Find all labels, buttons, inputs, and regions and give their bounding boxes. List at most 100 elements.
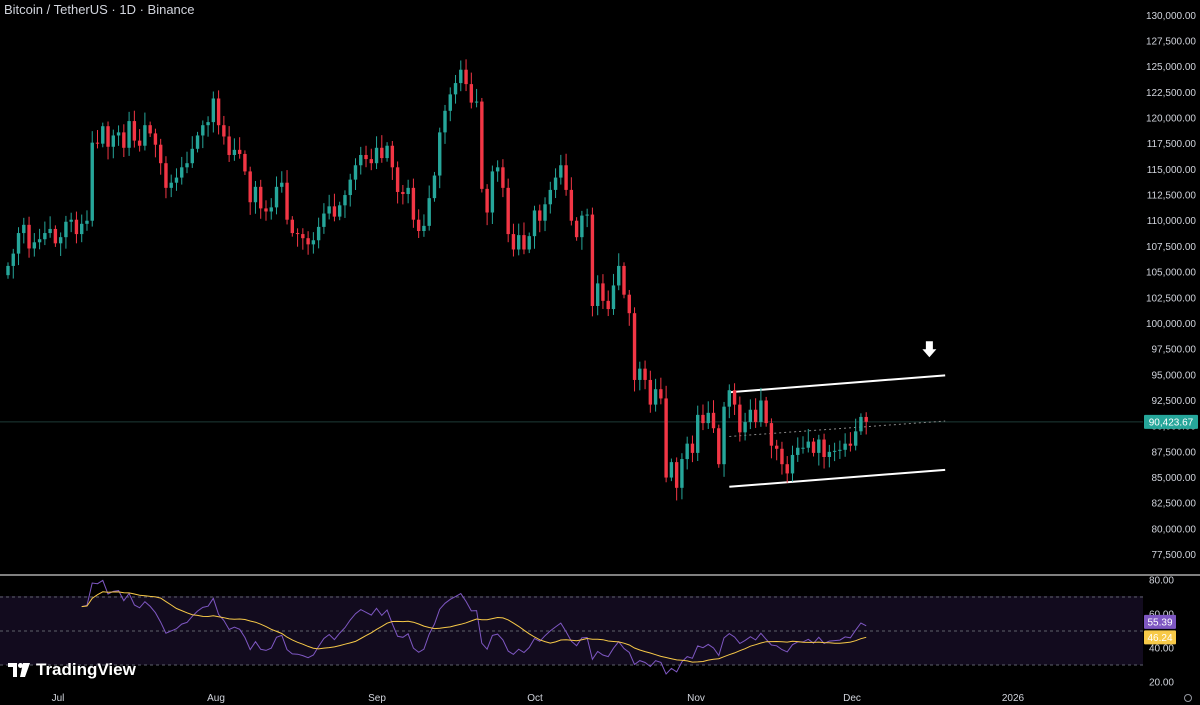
candle-body xyxy=(259,186,263,209)
price-tick-label: 92,500.00 xyxy=(1152,396,1197,407)
candle-body xyxy=(411,187,416,220)
candlestick-series xyxy=(6,59,868,501)
candle-body xyxy=(732,390,737,405)
candle-body xyxy=(80,223,84,235)
candle-body xyxy=(222,125,226,137)
candle-body xyxy=(811,441,816,453)
candle-body xyxy=(32,242,37,249)
candle-body xyxy=(90,142,94,221)
candle-body xyxy=(237,149,242,154)
candle-body xyxy=(822,439,826,457)
price-tick-label: 125,000.00 xyxy=(1146,62,1196,73)
price-tick-label: 120,000.00 xyxy=(1146,114,1196,125)
candle-body xyxy=(548,189,552,205)
price-tick-label: 127,500.00 xyxy=(1146,36,1196,47)
candle-body xyxy=(143,125,147,146)
candle-body xyxy=(101,126,105,144)
candle-body xyxy=(306,238,310,245)
price-tick-label: 82,500.00 xyxy=(1152,499,1197,510)
rsi-pane xyxy=(0,579,1143,675)
candle-body xyxy=(717,428,721,465)
candle-body xyxy=(22,224,26,234)
time-tick-label: Oct xyxy=(527,693,543,704)
candle-body xyxy=(401,191,405,195)
tradingview-logo-icon xyxy=(8,663,30,677)
settings-gear-icon[interactable] xyxy=(1184,694,1192,702)
candle-body xyxy=(853,431,858,446)
candle-body xyxy=(427,198,431,226)
price-tick-label: 87,500.00 xyxy=(1152,447,1197,458)
candle-body xyxy=(669,462,674,478)
rsi-line xyxy=(81,579,867,675)
tradingview-logo: TradingView xyxy=(8,660,136,680)
channel-trendline[interactable] xyxy=(729,468,946,488)
candle-body xyxy=(601,283,605,301)
candle-body xyxy=(295,233,300,235)
candle-body xyxy=(385,145,389,159)
candle-body xyxy=(174,177,179,183)
candle-body xyxy=(738,404,742,433)
candle-body xyxy=(722,406,726,465)
candle-body xyxy=(169,182,173,188)
candle-body xyxy=(253,186,258,203)
candle-body xyxy=(832,450,837,452)
candle-body xyxy=(459,69,463,84)
candle-body xyxy=(406,187,410,195)
candle-body xyxy=(595,283,600,306)
price-tick-label: 110,000.00 xyxy=(1147,216,1197,227)
candle-body xyxy=(201,125,205,136)
drawing-annotations xyxy=(729,341,946,488)
candle-body xyxy=(64,221,68,238)
candle-body xyxy=(753,409,758,423)
candle-body xyxy=(574,220,579,238)
channel-trendline[interactable] xyxy=(729,374,946,394)
candle-body xyxy=(353,165,358,180)
candle-body xyxy=(6,265,10,276)
candle-body xyxy=(137,140,142,146)
candle-body xyxy=(485,188,489,213)
last-price-badge-bg xyxy=(1144,414,1198,429)
candle-body xyxy=(364,154,368,160)
price-tick-label: 102,500.00 xyxy=(1146,293,1196,304)
channel-midline[interactable] xyxy=(729,420,946,437)
candle-body xyxy=(569,189,574,221)
candle-body xyxy=(37,239,42,243)
candle-body xyxy=(316,226,321,241)
candle-body xyxy=(827,451,832,457)
time-tick-label: Sep xyxy=(368,693,386,704)
candle-body xyxy=(264,208,268,212)
time-axis[interactable]: Jul Aug Sep Oct Nov Dec 2026 xyxy=(52,693,1025,704)
candle-body xyxy=(122,132,126,148)
candle-body xyxy=(280,182,284,187)
candle-body xyxy=(696,414,700,453)
price-tick-label: 112,500.00 xyxy=(1147,191,1197,202)
candle-body xyxy=(343,195,347,206)
rsi-ma-line xyxy=(81,591,867,663)
candle-body xyxy=(285,182,289,220)
candle-body xyxy=(243,153,247,172)
candle-body xyxy=(506,187,510,235)
rsi-tick-label: 20.00 xyxy=(1149,678,1174,689)
arrow-down-icon[interactable] xyxy=(922,341,937,358)
rsi-tick-label: 80.00 xyxy=(1149,576,1174,587)
candle-body xyxy=(153,133,158,145)
candle-body xyxy=(438,132,442,176)
candle-body xyxy=(553,177,558,190)
candle-body xyxy=(843,443,847,450)
candle-body xyxy=(532,210,537,237)
candle-body xyxy=(464,69,468,85)
candle-body xyxy=(522,235,526,250)
candle-body xyxy=(617,265,621,286)
candle-body xyxy=(769,423,774,446)
time-tick-label: Aug xyxy=(207,693,225,704)
candle-body xyxy=(327,206,331,214)
price-tick-label: 95,000.00 xyxy=(1152,370,1197,381)
candle-body xyxy=(148,125,152,134)
candle-body xyxy=(527,236,531,250)
candle-body xyxy=(743,422,747,433)
candle-body xyxy=(359,154,363,166)
candle-body xyxy=(590,214,595,306)
candle-body xyxy=(248,171,252,203)
